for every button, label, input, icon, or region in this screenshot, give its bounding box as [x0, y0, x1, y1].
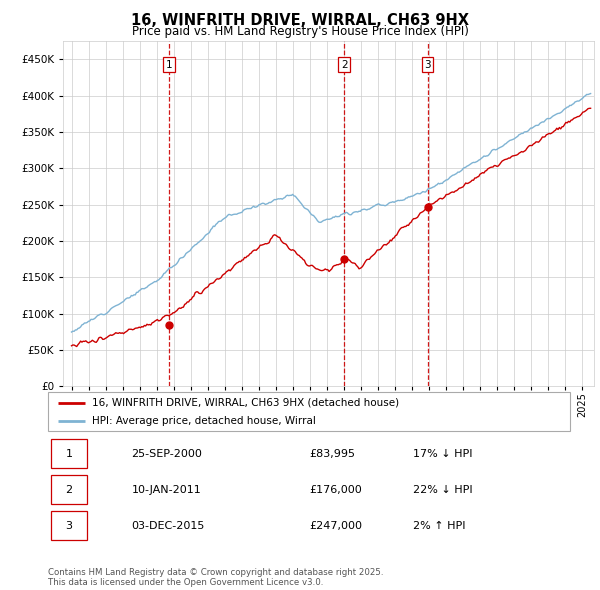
Text: 03-DEC-2015: 03-DEC-2015	[131, 520, 205, 530]
Text: 1: 1	[65, 449, 73, 459]
Text: 25-SEP-2000: 25-SEP-2000	[131, 449, 202, 459]
Text: 16, WINFRITH DRIVE, WIRRAL, CH63 9HX (detached house): 16, WINFRITH DRIVE, WIRRAL, CH63 9HX (de…	[92, 398, 400, 408]
FancyBboxPatch shape	[48, 392, 570, 431]
Text: £176,000: £176,000	[309, 485, 362, 494]
Text: 3: 3	[65, 520, 73, 530]
Text: 22% ↓ HPI: 22% ↓ HPI	[413, 485, 473, 494]
Text: £83,995: £83,995	[309, 449, 355, 459]
Text: 2: 2	[65, 485, 73, 494]
Text: 1: 1	[166, 60, 172, 70]
Text: 17% ↓ HPI: 17% ↓ HPI	[413, 449, 473, 459]
FancyBboxPatch shape	[50, 439, 87, 468]
Text: £247,000: £247,000	[309, 520, 362, 530]
FancyBboxPatch shape	[50, 475, 87, 504]
Text: Price paid vs. HM Land Registry's House Price Index (HPI): Price paid vs. HM Land Registry's House …	[131, 25, 469, 38]
Text: 10-JAN-2011: 10-JAN-2011	[131, 485, 201, 494]
Text: 16, WINFRITH DRIVE, WIRRAL, CH63 9HX: 16, WINFRITH DRIVE, WIRRAL, CH63 9HX	[131, 13, 469, 28]
Text: 2% ↑ HPI: 2% ↑ HPI	[413, 520, 466, 530]
Text: HPI: Average price, detached house, Wirral: HPI: Average price, detached house, Wirr…	[92, 416, 316, 426]
Text: Contains HM Land Registry data © Crown copyright and database right 2025.
This d: Contains HM Land Registry data © Crown c…	[48, 568, 383, 587]
Text: 2: 2	[341, 60, 347, 70]
FancyBboxPatch shape	[50, 511, 87, 540]
Text: 3: 3	[424, 60, 431, 70]
